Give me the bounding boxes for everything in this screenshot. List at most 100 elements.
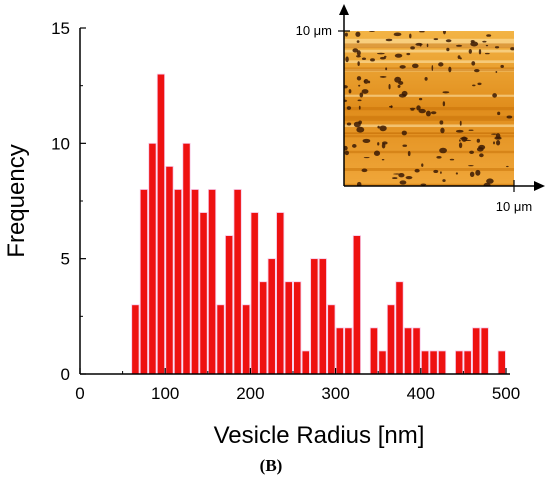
afm-vesicle-dot	[476, 138, 481, 143]
afm-inset-image: 10 μm 10 μm	[296, 4, 545, 214]
inset-y-arrow-icon	[339, 4, 349, 15]
afm-vesicle-dot	[469, 150, 475, 154]
y-tick-label: 5	[61, 250, 70, 269]
afm-vesicle-dot	[445, 39, 452, 43]
afm-vesicle-dot	[468, 129, 474, 131]
afm-vesicle-dot	[424, 77, 428, 81]
afm-stripe	[344, 94, 514, 97]
afm-vesicle-dot	[356, 40, 360, 43]
afm-vesicle-dot	[433, 169, 439, 174]
histogram-bar	[267, 258, 276, 375]
afm-vesicle-dot	[483, 182, 491, 186]
afm-vesicle-dot	[479, 153, 484, 158]
afm-vesicle-dot	[510, 47, 514, 51]
afm-vesicle-dot	[376, 52, 385, 55]
histogram-bar	[318, 258, 327, 375]
afm-vesicle-dot	[385, 38, 393, 42]
histogram-bar	[276, 212, 285, 375]
afm-vesicle-dot	[388, 83, 391, 90]
afm-vesicle-dot	[379, 75, 387, 78]
histogram-bar	[429, 350, 438, 375]
afm-vesicle-dot	[449, 158, 455, 161]
afm-vesicle-dot	[361, 89, 369, 94]
afm-vesicle-dot	[497, 111, 501, 116]
x-tick-label: 400	[407, 384, 435, 403]
afm-stripe	[344, 132, 514, 134]
histogram-bar	[131, 304, 140, 375]
inset-y-label: 10 μm	[296, 23, 332, 38]
afm-vesicle-dot	[394, 76, 402, 83]
afm-vesicle-dot	[361, 57, 367, 61]
afm-vesicle-dot	[401, 130, 407, 136]
histogram-bar	[207, 189, 217, 375]
afm-vesicle-dot	[377, 142, 380, 146]
afm-vesicle-dot	[356, 55, 361, 58]
afm-vesicle-dot	[356, 76, 362, 81]
afm-vesicle-dot	[369, 31, 375, 32]
afm-vesicle-dot	[457, 55, 461, 59]
afm-vesicle-dot	[402, 144, 408, 147]
afm-vesicle-dot	[484, 52, 490, 55]
afm-vesicle-dot	[442, 31, 446, 35]
x-axis-title: Vesicle Radius [nm]	[214, 422, 425, 449]
histogram-bar	[395, 281, 404, 375]
histogram-bar	[438, 350, 447, 375]
afm-vesicle-dot	[418, 108, 426, 114]
afm-vesicle-dot	[430, 111, 437, 115]
afm-vesicle-dot	[356, 181, 362, 186]
histogram-bar	[259, 281, 268, 375]
afm-vesicle-dot	[439, 120, 444, 125]
afm-vesicle-dot	[439, 147, 447, 154]
histogram-bar	[369, 327, 378, 375]
afm-vesicle-dot	[459, 139, 461, 142]
histogram-bar	[386, 304, 396, 375]
afm-vesicle-dot	[357, 99, 362, 102]
afm-vesicle-dot	[476, 147, 484, 152]
histogram-bar	[472, 327, 481, 375]
afm-vesicle-dot	[436, 155, 442, 159]
afm-vesicle-dot	[405, 176, 413, 180]
afm-vesicle-dot	[370, 58, 375, 62]
afm-vesicle-dot	[460, 137, 468, 140]
x-tick-label: 100	[151, 384, 179, 403]
afm-vesicle-dot	[418, 97, 423, 101]
histogram-bar	[242, 304, 251, 375]
afm-vesicle-dot	[442, 101, 446, 107]
afm-vesicle-dot	[431, 65, 434, 71]
inset-x-label: 10 μm	[496, 199, 532, 214]
afm-vesicle-dot	[478, 49, 482, 55]
afm-vesicle-dot	[346, 106, 352, 110]
afm-vesicle-dot	[344, 32, 348, 37]
y-axis-title: Frequency	[3, 144, 30, 257]
afm-stripe	[344, 168, 514, 171]
afm-stripe	[344, 38, 514, 44]
afm-vesicle-dot	[352, 144, 357, 148]
x-tick-label: 500	[492, 384, 520, 403]
afm-vesicle-dot	[419, 31, 425, 33]
afm-vesicle-dot	[496, 140, 501, 146]
afm-vesicle-dot	[410, 46, 415, 50]
afm-vesicle-dot	[377, 125, 380, 129]
afm-vesicle-dot	[442, 91, 450, 94]
afm-vesicle-dot	[500, 64, 504, 68]
x-tick-label: 200	[236, 384, 264, 403]
histogram-bar	[412, 327, 421, 375]
afm-vesicle-dot	[379, 125, 387, 132]
histogram-bar	[301, 350, 310, 375]
afm-vesicle-dot	[381, 141, 388, 145]
afm-vesicle-dot	[486, 178, 494, 184]
afm-stripe	[344, 117, 514, 121]
afm-vesicle-dot	[383, 55, 387, 58]
afm-stripe	[344, 60, 514, 63]
afm-vesicle-dot	[361, 168, 368, 173]
afm-vesicle-dot	[474, 68, 480, 73]
afm-vesicle-dot	[357, 61, 360, 66]
afm-vesicle-dot	[494, 136, 502, 140]
afm-vesicle-dot	[494, 46, 500, 49]
afm-vesicle-dot	[409, 33, 412, 39]
histogram-bar	[225, 235, 234, 375]
y-tick-label: 15	[51, 19, 70, 38]
afm-vesicle-dot	[352, 48, 359, 53]
histogram-bar	[310, 258, 319, 375]
x-tick-label: 0	[75, 384, 84, 403]
